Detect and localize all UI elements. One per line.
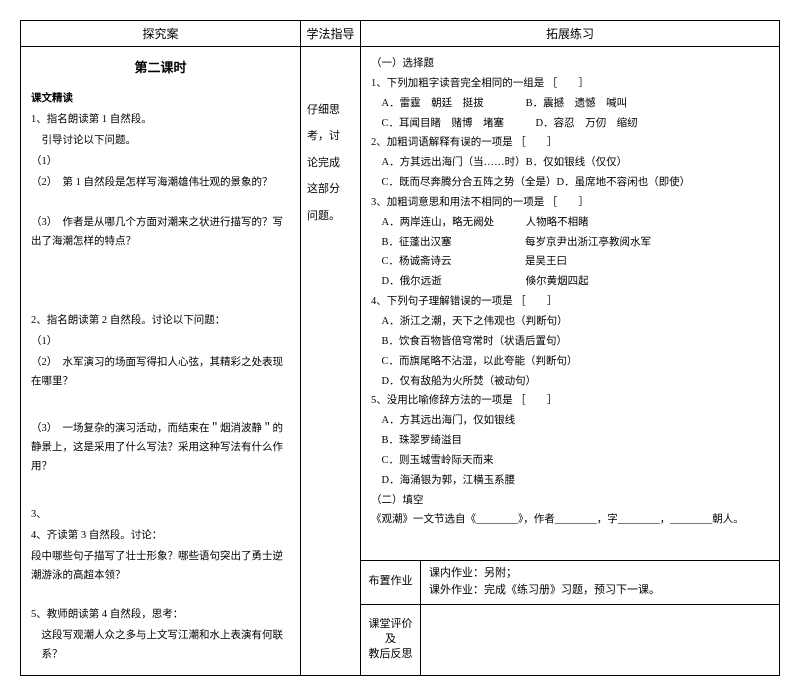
text: 1、下列加粗字读音完全相同的一组是 ［ ］ xyxy=(371,75,769,93)
text: A．雷霆 朝廷 挺拔 B．震撼 遗憾 喊叫 xyxy=(371,95,769,113)
text: 仔细思 xyxy=(307,97,354,123)
text: B．饮食百物皆倍穹常时（状语后置句） xyxy=(371,333,769,351)
col-extension: 拓展练习 （一）选择题 1、下列加粗字读音完全相同的一组是 ［ ］ A．雷霆 朝… xyxy=(361,21,779,675)
text: B．征蓬出汉塞 每岁京尹出浙江亭教阅水军 xyxy=(371,234,769,252)
text: （一）选择题 xyxy=(371,55,769,73)
text: 问题。 xyxy=(307,203,354,229)
text: （3） 作者是从哪几个方面对潮来之状进行描写的？写出了海潮怎样的特点？ xyxy=(31,214,290,252)
evaluation-body xyxy=(421,605,779,675)
text: 引导讨论以下问题。 xyxy=(31,132,290,151)
text: 3、 xyxy=(31,506,290,525)
text: 4、齐读第 3 自然段。讨论： xyxy=(31,527,290,546)
text: （3） 一场复杂的演习活动，而结束在＂烟消波静＂的静景上，这是采用了什么写法？采… xyxy=(31,420,290,477)
text: 5、教师朗读第 4 自然段，思考： xyxy=(31,606,290,625)
worksheet-page: 探究案 第二课时 课文精读 1、指名朗读第 1 自然段。 引导讨论以下问题。 （… xyxy=(20,20,780,676)
lesson-title: 第二课时 xyxy=(21,47,300,82)
text: D．仅有敌船为火所焚（被动句） xyxy=(371,373,769,391)
text: （2） 第 1 自然段是怎样写海潮雄伟壮观的景象的？ xyxy=(31,174,290,193)
left-content: 课文精读 1、指名朗读第 1 自然段。 引导讨论以下问题。 （1） （2） 第 … xyxy=(21,82,300,675)
text: 考，讨 xyxy=(307,123,354,149)
text: A．方其远出海门，仅如银线 xyxy=(371,412,769,430)
text: 课内作业：另附； xyxy=(429,565,771,583)
text: 课外作业：完成《练习册》习题，预习下一课。 xyxy=(429,582,771,600)
header-extension: 拓展练习 xyxy=(361,21,779,47)
text: （1） xyxy=(31,333,290,352)
header-method: 学法指导 xyxy=(301,21,360,47)
text: 5、没用比喻修辞方法的一项是 ［ ］ xyxy=(371,392,769,410)
text: B．珠翠罗绮溢目 xyxy=(371,432,769,450)
evaluation-label: 课堂评价 及 教后反思 xyxy=(361,605,421,675)
mid-content: 仔细思 考，讨 论完成 这部分 问题。 xyxy=(301,47,360,229)
header-inquiry: 探究案 xyxy=(21,21,300,47)
text: 4、下列句子理解错误的一项是 ［ ］ xyxy=(371,293,769,311)
text: C．而旗尾略不沾湿，以此夸能（判断句） xyxy=(371,353,769,371)
text: C．杨诚斋诗云 是吴王曰 xyxy=(371,253,769,271)
homework-body: 课内作业：另附； 课外作业：完成《练习册》习题，预习下一课。 xyxy=(421,561,779,604)
text: A．两岸连山，略无阙处 人物略不相睹 xyxy=(371,214,769,232)
text: 1、指名朗读第 1 自然段。 xyxy=(31,111,290,130)
homework-label: 布置作业 xyxy=(361,561,421,604)
text: C．则玉城雪岭际天而来 xyxy=(371,452,769,470)
text: 《观潮》一文节选自《________》，作者________，字________… xyxy=(371,511,769,529)
text: 这部分 xyxy=(307,176,354,202)
text: （1） xyxy=(31,153,290,172)
col-inquiry: 探究案 第二课时 课文精读 1、指名朗读第 1 自然段。 引导讨论以下问题。 （… xyxy=(21,21,301,675)
text: C．耳闻目睹 赌博 堵塞 D．容忍 万仞 缩纫 xyxy=(371,115,769,133)
text: 论完成 xyxy=(307,150,354,176)
homework-row: 布置作业 课内作业：另附； 课外作业：完成《练习册》习题，预习下一课。 xyxy=(361,561,779,605)
text: 2、加粗词语解释有误的一项是 ［ ］ xyxy=(371,134,769,152)
text: D．海涌银为郭，江横玉系腰 xyxy=(371,472,769,490)
text: A．方其远出海门（当……时）B．仅如银线（仅仅） xyxy=(371,154,769,172)
text: 3、加粗词意思和用法不相同的一项是 ［ ］ xyxy=(371,194,769,212)
text: C．既而尽奔腾分合五阵之势（全是）D．虽席地不容闲也（即使） xyxy=(371,174,769,192)
col-method: 学法指导 仔细思 考，讨 论完成 这部分 问题。 xyxy=(301,21,361,675)
text: 2、指名朗读第 2 自然段。讨论以下问题： xyxy=(31,312,290,331)
text: （2） 水军演习的场面写得扣人心弦，其精彩之处表现在哪里？ xyxy=(31,354,290,392)
extension-content: （一）选择题 1、下列加粗字读音完全相同的一组是 ［ ］ A．雷霆 朝廷 挺拔 … xyxy=(361,47,779,561)
text: D．俄尔远逝 倏尔黄烟四起 xyxy=(371,273,769,291)
text: （二）填空 xyxy=(371,492,769,510)
section-title: 课文精读 xyxy=(31,90,290,109)
text: 这段写观潮人众之多与上文写江潮和水上表演有何联系？ xyxy=(31,627,290,665)
text: A．浙江之潮，天下之伟观也（判断句） xyxy=(371,313,769,331)
evaluation-row: 课堂评价 及 教后反思 xyxy=(361,605,779,675)
